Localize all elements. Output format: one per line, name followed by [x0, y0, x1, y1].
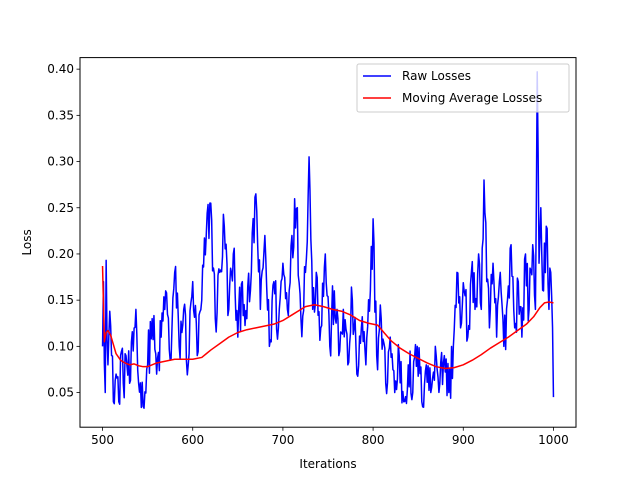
y-tick-label: 0.35	[47, 108, 74, 122]
y-tick-label: 0.30	[47, 155, 74, 169]
y-tick-label: 0.10	[47, 339, 74, 353]
x-tick-label: 500	[91, 433, 114, 447]
x-tick-label: 600	[181, 433, 204, 447]
series-line-raw-losses	[101, 71, 555, 409]
legend: Raw Losses Moving Average Losses	[356, 63, 570, 113]
y-tick-label: 0.20	[47, 247, 74, 261]
x-tick-label: 900	[452, 433, 475, 447]
x-tick-label: 800	[362, 433, 385, 447]
plot-area	[79, 57, 577, 428]
y-tick-label: 0.25	[47, 201, 74, 215]
x-axis-label: Iterations	[299, 457, 356, 471]
x-tick-label: 700	[271, 433, 294, 447]
y-tick-label: 0.40	[47, 62, 74, 76]
legend-box	[356, 63, 570, 113]
x-axis-ticks: 500 600 700 800 900 1000	[91, 427, 569, 447]
y-axis-ticks: 0.05 0.10 0.15 0.20 0.25 0.30 0.35 0.40	[47, 62, 80, 400]
series-layer	[101, 71, 555, 409]
series-line-moving-average	[101, 265, 554, 370]
legend-label-moving-average: Moving Average Losses	[402, 91, 542, 105]
x-tick-label: 1000	[538, 433, 569, 447]
y-tick-label: 0.05	[47, 386, 74, 400]
y-axis-label: Loss	[20, 229, 34, 255]
y-tick-label: 0.15	[47, 293, 74, 307]
legend-label-raw-losses: Raw Losses	[402, 69, 471, 83]
axes-frame	[79, 57, 577, 428]
